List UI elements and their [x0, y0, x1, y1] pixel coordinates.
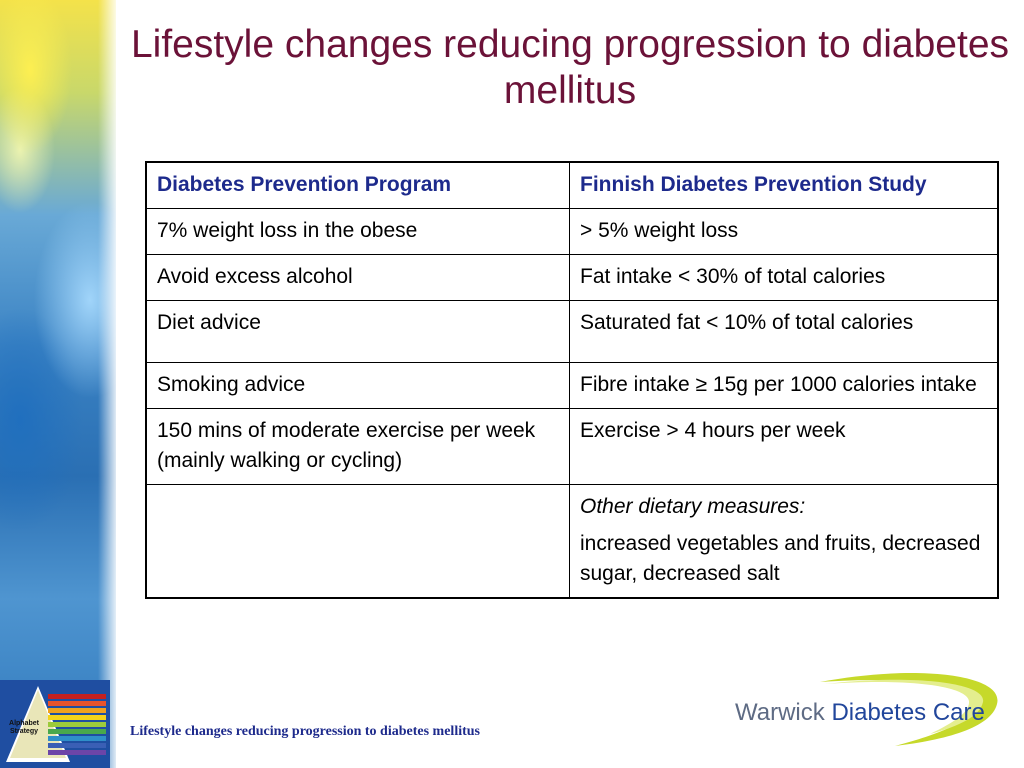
- warwick-diabetes-care-logo: Warwick Diabetes Care: [725, 668, 1015, 758]
- table-row: 150 mins of moderate exercise per week (…: [145, 408, 999, 485]
- logo-text: Warwick Diabetes Care: [735, 699, 985, 726]
- badge-label: Alphabet Strategy: [9, 720, 39, 735]
- decorative-side-stripe: [0, 0, 116, 768]
- other-measures-heading: Other dietary measures:: [580, 495, 806, 518]
- table-cell: [145, 484, 570, 599]
- table-cell: Diet advice: [145, 300, 570, 363]
- table-cell: Exercise > 4 hours per week: [569, 408, 999, 485]
- table-cell: Fibre intake ≥ 15g per 1000 calories int…: [569, 362, 999, 409]
- slide-title: Lifestyle changes reducing progression t…: [130, 23, 1010, 112]
- swoosh-icon: [820, 673, 998, 746]
- table-row: Avoid excess alcohol Fat intake < 30% of…: [145, 254, 999, 301]
- other-measures-text: increased vegetables and fruits, decreas…: [580, 532, 981, 585]
- table-cell: Saturated fat < 10% of total calories: [569, 300, 999, 363]
- alphabet-strategy-badge: Alphabet Strategy: [0, 680, 110, 768]
- table-cell: 150 mins of moderate exercise per week (…: [145, 408, 570, 485]
- table-row: Smoking advice Fibre intake ≥ 15g per 10…: [145, 362, 999, 409]
- table-cell: > 5% weight loss: [569, 208, 999, 255]
- comparison-table: Diabetes Prevention Program Finnish Diab…: [145, 161, 999, 599]
- table-cell: Fat intake < 30% of total calories: [569, 254, 999, 301]
- table-header-cell: Diabetes Prevention Program: [145, 161, 570, 209]
- table-header-row: Diabetes Prevention Program Finnish Diab…: [145, 161, 999, 209]
- table-cell: Avoid excess alcohol: [145, 254, 570, 301]
- table-row: 7% weight loss in the obese > 5% weight …: [145, 208, 999, 255]
- footer-caption: Lifestyle changes reducing progression t…: [130, 724, 480, 739]
- table-header-cell: Finnish Diabetes Prevention Study: [569, 161, 999, 209]
- table-cell: Other dietary measures: increased vegeta…: [569, 484, 999, 599]
- pyramid-icon: [6, 686, 106, 762]
- table-row: Other dietary measures: increased vegeta…: [145, 484, 999, 599]
- table-cell: 7% weight loss in the obese: [145, 208, 570, 255]
- table-cell: Smoking advice: [145, 362, 570, 409]
- table-row: Diet advice Saturated fat < 10% of total…: [145, 300, 999, 363]
